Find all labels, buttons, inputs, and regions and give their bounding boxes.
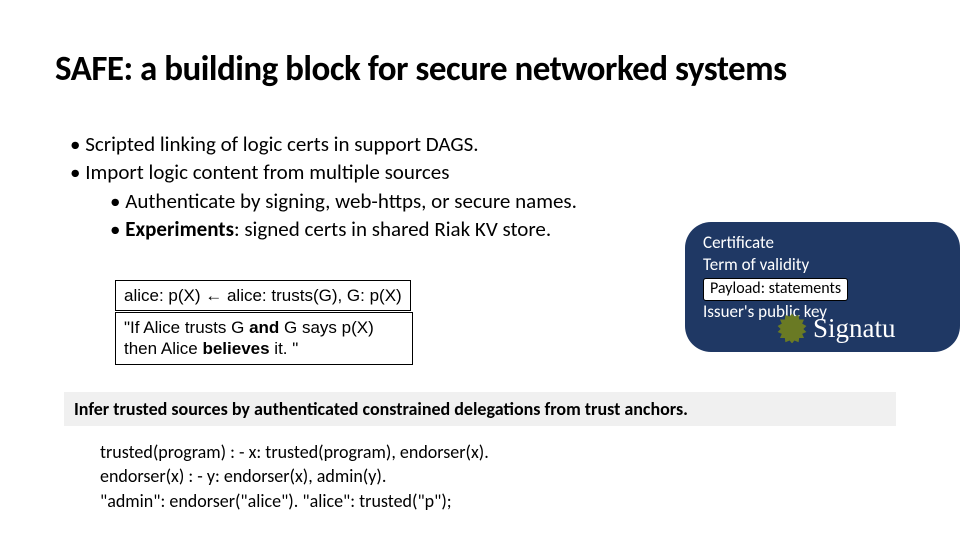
slide: SAFE: a building block for secure networ… [0, 0, 960, 540]
logic-explanation-box: "If Alice trusts G and G says p(X) then … [115, 312, 413, 365]
inference-text: Infer trusted sources by authenticated c… [74, 398, 688, 420]
cert-title: Certificate [703, 232, 946, 254]
expl-2a: then Alice [124, 339, 202, 358]
expl-2b: believes [202, 339, 269, 358]
bullet-2a: Authenticate by signing, web-https, or s… [110, 187, 577, 215]
expl-2c: it. " [270, 339, 299, 358]
bullet-list: Scripted linking of logic certs in suppo… [70, 130, 577, 243]
expl-1a: "If Alice trusts G [124, 318, 249, 337]
seal-icon [777, 313, 807, 343]
expl-1b: and [249, 318, 279, 337]
bullet-1-text: Scripted linking of logic certs in suppo… [85, 131, 478, 157]
bullet-2: Import logic content from multiple sourc… [70, 158, 577, 186]
inference-bar: Infer trusted sources by authenticated c… [64, 392, 896, 426]
slide-title: SAFE: a building block for secure networ… [55, 48, 787, 90]
bullet-1: Scripted linking of logic certs in suppo… [70, 130, 577, 158]
code-block: trusted(program) : - x: trusted(program)… [100, 440, 489, 513]
logic-rule-text: alice: p(X) ← alice: trusts(G), G: p(X) [124, 286, 402, 305]
bullet-2b-rest: : signed certs in shared Riak KV store. [234, 216, 551, 242]
bullet-2-text: Import logic content from multiple sourc… [85, 159, 449, 185]
bullet-2a-text: Authenticate by signing, web-https, or s… [125, 188, 577, 214]
certificate-box: Certificate Term of validity Payload: st… [685, 222, 960, 352]
bullet-2b-bold: Experiments [125, 216, 234, 242]
cert-payload: Payload: statements [703, 278, 848, 301]
logic-rule-box: alice: p(X) ← alice: trusts(G), G: p(X) [115, 280, 411, 311]
code-line-2: endorser(x) : - y: endorser(x), admin(y)… [100, 464, 489, 488]
code-line-1: trusted(program) : - x: trusted(program)… [100, 440, 489, 464]
expl-1c: G says p(X) [279, 318, 373, 337]
cert-validity: Term of validity [703, 254, 946, 276]
cert-signature-text: Signatu [813, 311, 896, 346]
cert-signature-row: Signatu [777, 311, 896, 346]
bullet-2b: Experiments: signed certs in shared Riak… [110, 215, 577, 243]
code-line-3: "admin": endorser("alice"). "alice": tru… [100, 489, 489, 513]
